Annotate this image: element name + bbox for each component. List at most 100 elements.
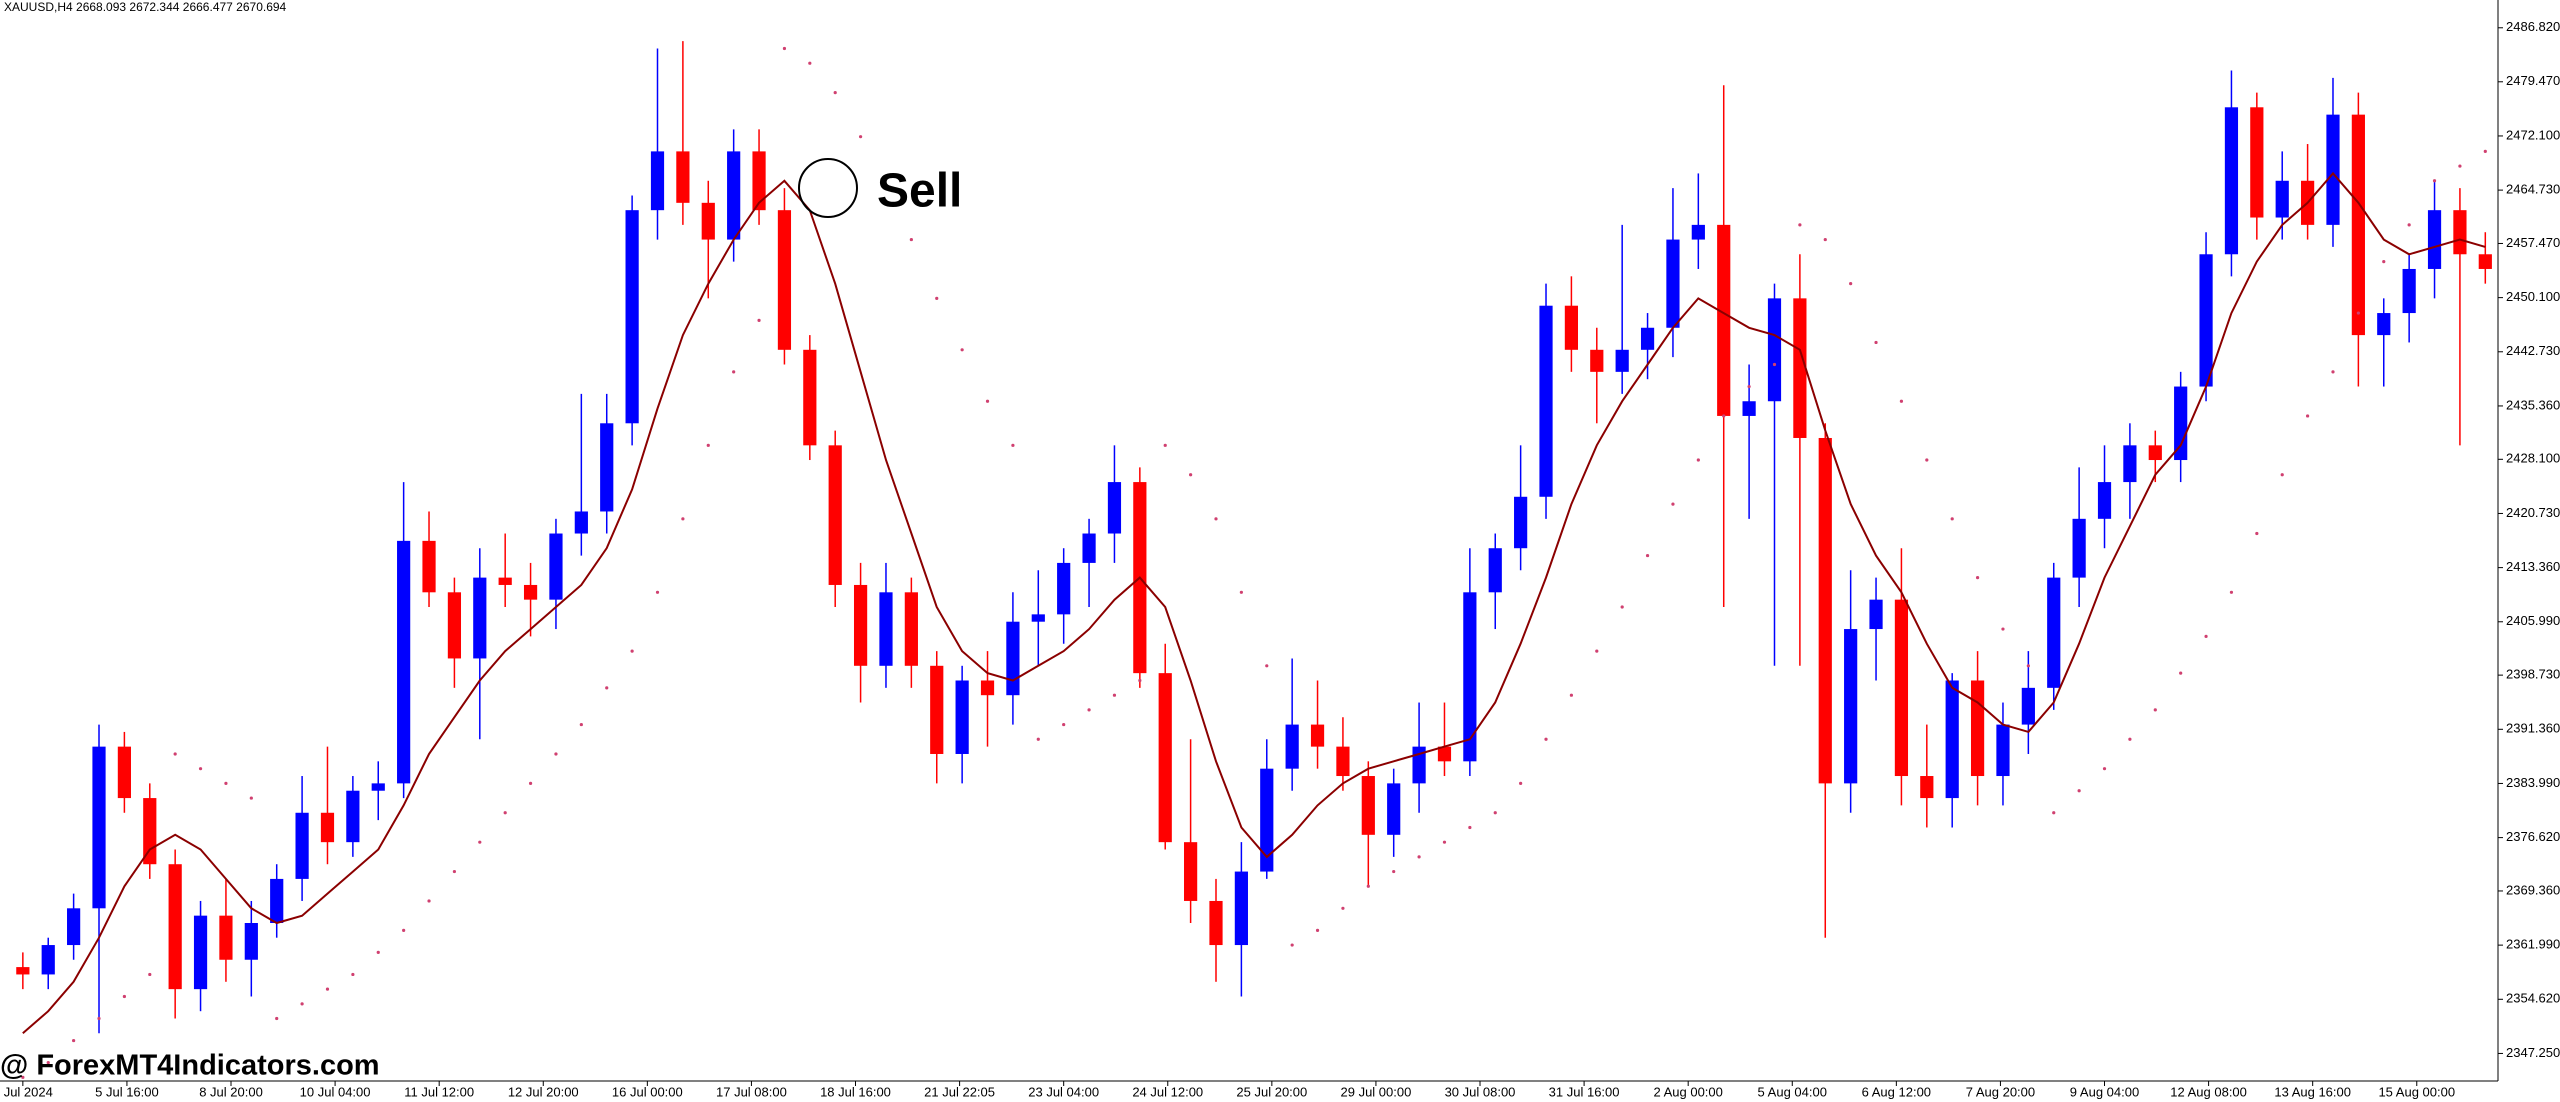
x-tick-label: 5 Aug 04:00 [1758, 1084, 1827, 1099]
sar-dot [1925, 458, 1929, 462]
sar-dot [2280, 473, 2284, 477]
sar-dot [2255, 531, 2259, 536]
sar-dot [1595, 649, 1599, 653]
candle-body [1260, 768, 1274, 872]
x-tick-label: 10 Jul 04:00 [300, 1084, 371, 1099]
sar-dot [706, 443, 710, 447]
candle-body [1894, 599, 1909, 777]
candle-body [2351, 114, 2365, 336]
candle-body [853, 584, 868, 666]
sar-dot [46, 1061, 50, 1065]
sar-dot [1823, 237, 1827, 242]
candle-body [1564, 305, 1579, 350]
candle-body [2148, 445, 2162, 461]
sar-dot [97, 1016, 101, 1021]
sar-dot [2331, 370, 2335, 374]
moving-average-line [22, 171, 2486, 1034]
sar-dot [1265, 664, 1269, 668]
sar-dot [2432, 179, 2437, 183]
sar-dot [732, 370, 736, 374]
sar-dot [1849, 282, 1853, 286]
candle-body [1920, 776, 1934, 799]
candle-body [1742, 401, 1756, 416]
sar-dot [655, 590, 660, 594]
candle-body [1387, 783, 1401, 835]
candle-body [2453, 210, 2467, 255]
sar-dot [122, 994, 126, 999]
candle-body [1234, 871, 1248, 946]
watermark: @ ForexMT4Indicators.com [0, 1050, 380, 1082]
sar-dot [2153, 708, 2157, 712]
candle-body [1158, 673, 1172, 843]
candle-body [1082, 533, 1096, 563]
sar-dot [1315, 928, 1320, 932]
sell-annotation: Sell [877, 165, 962, 218]
candle-body [1437, 746, 1452, 762]
sar-dot [1696, 458, 1700, 462]
candle-body [701, 202, 715, 240]
candle-body [295, 812, 309, 879]
candle-body [1539, 305, 1553, 497]
sar-dot [1138, 678, 1142, 683]
candle-body [422, 540, 436, 593]
x-tick-label: 23 Jul 04:00 [1028, 1084, 1099, 1099]
candle-body [473, 577, 487, 659]
sar-dot [782, 46, 787, 51]
candle-body [980, 680, 995, 696]
sar-dot [1417, 855, 1421, 859]
candle-body [1970, 680, 1985, 777]
sar-dot [325, 987, 330, 991]
candle-body [371, 783, 385, 791]
sar-dot [985, 399, 990, 403]
x-tick-label: 12 Jul 20:00 [508, 1084, 579, 1099]
y-tick-label: 2405.990 [2506, 613, 2560, 628]
candle-body [2224, 107, 2239, 255]
candle-body [2021, 687, 2035, 725]
y-tick-label: 2383.990 [2506, 775, 2560, 790]
sar-dot [884, 186, 888, 190]
sell-marker [798, 158, 858, 218]
x-tick-label: 6 Aug 12:00 [1862, 1084, 1931, 1099]
sar-dot [605, 686, 609, 690]
sar-dot [2204, 634, 2208, 639]
candle-body [320, 812, 335, 843]
sar-dot [198, 767, 203, 771]
candle-body [2199, 254, 2213, 387]
y-tick-label: 2457.470 [2506, 235, 2560, 250]
candle-body [828, 445, 842, 585]
sar-dot [2382, 260, 2386, 264]
chart-title: XAUUSD,H4 2668.093 2672.344 2666.477 267… [4, 0, 287, 14]
candle-body [1691, 224, 1705, 240]
sar-dot [630, 649, 634, 653]
sar-dot [300, 1002, 304, 1006]
x-tick-label: 2 Aug 00:00 [1653, 1084, 1722, 1099]
plot-area [16, 41, 2492, 1079]
sar-dot [808, 61, 812, 65]
y-tick-label: 2420.730 [2506, 505, 2560, 520]
candle-body [397, 540, 411, 784]
candle-body [1209, 900, 1223, 946]
sar-dot [224, 781, 228, 785]
sar-dot [1620, 605, 1624, 609]
candle-body [447, 592, 462, 659]
candle-body [879, 592, 893, 666]
x-tick-label: 13 Aug 16:00 [2274, 1084, 2351, 1099]
sar-dot [2356, 311, 2360, 315]
sar-dot [1569, 693, 1574, 697]
candle-body [2123, 445, 2137, 483]
candle-body [777, 210, 792, 350]
sar-dot [1062, 722, 1066, 727]
y-tick-label: 2442.730 [2506, 343, 2560, 358]
sar-dot [858, 135, 863, 139]
sar-dot [2458, 164, 2462, 168]
candle-body [1361, 776, 1375, 835]
candle-body [2174, 386, 2188, 461]
sar-dot [1899, 399, 1904, 403]
sar-dot [1011, 443, 1015, 447]
sar-dot [579, 722, 583, 727]
candle-body [600, 423, 614, 512]
y-tick-label: 2450.100 [2506, 289, 2560, 304]
sar-dot [2001, 627, 2005, 631]
x-tick-label: 15 Aug 00:00 [2378, 1084, 2455, 1099]
x-tick-label: 30 Jul 08:00 [1445, 1084, 1516, 1099]
